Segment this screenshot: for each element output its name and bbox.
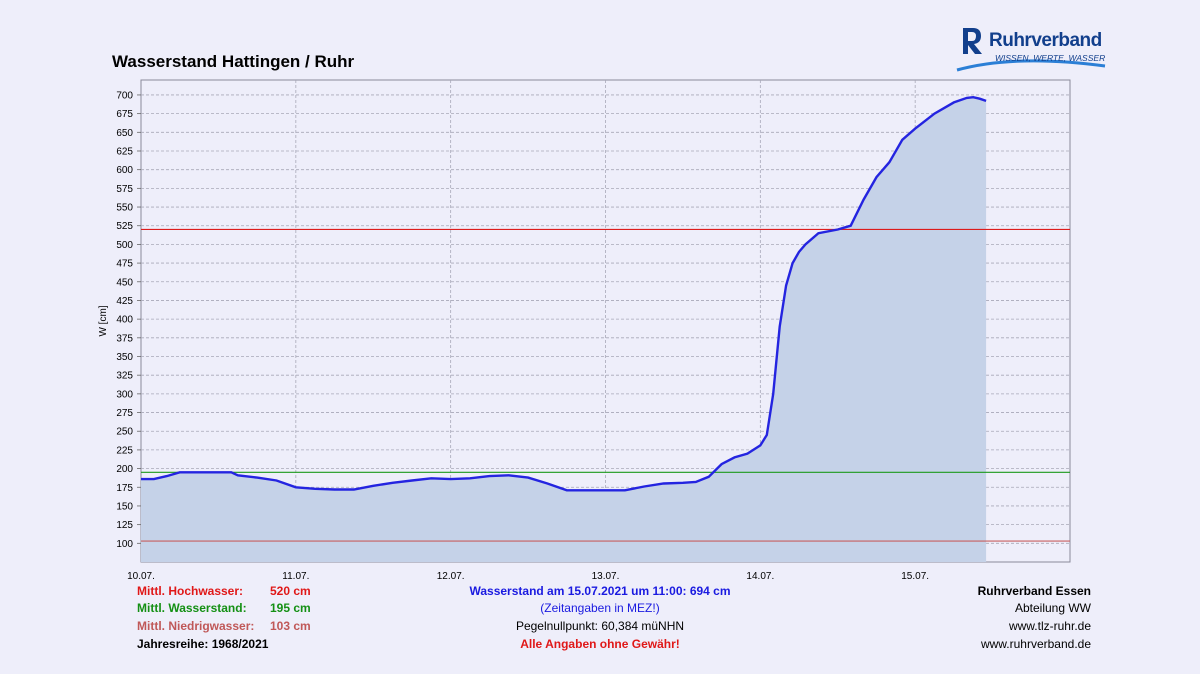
y-tick-label: 275	[116, 408, 133, 419]
y-tick-label: 450	[116, 277, 133, 288]
y-tick-label: 700	[116, 90, 133, 101]
x-tick-label: 12.07.	[437, 571, 465, 582]
y-tick-label: 500	[116, 240, 133, 251]
x-tick-label: 15.07.	[901, 571, 929, 582]
y-tick-label: 600	[116, 165, 133, 176]
x-tick-label: 10.07.	[127, 571, 155, 582]
mw-label: Mittl. Wasserstand:	[137, 601, 247, 615]
x-tick-label: 13.07.	[592, 571, 620, 582]
y-tick-label: 675	[116, 109, 133, 120]
gauge-zero: Pegelnullpunkt: 60,384 müNHN	[515, 619, 685, 633]
link-tlz-ruhr[interactable]: www.tlz-ruhr.de	[1008, 619, 1091, 633]
y-tick-label: 400	[116, 315, 133, 326]
logo-text: Ruhrverband	[989, 30, 1102, 51]
y-tick-label: 625	[116, 146, 133, 157]
y-tick-label: 225	[116, 445, 133, 456]
y-tick-label: 325	[116, 371, 133, 382]
x-tick-label: 14.07.	[746, 571, 774, 582]
ruhrverband-logo: Ruhrverband WISSEN, WERTE, WASSER	[955, 24, 1110, 74]
x-axis-ticks: 10.07. 11.07. 12.07. 13.07. 14.07. 15.07.	[127, 571, 929, 582]
hw-value: 520 cm	[270, 584, 311, 598]
hw-label: Mittl. Hochwasser:	[137, 584, 244, 598]
y-tick-label: 650	[116, 128, 133, 139]
reference-lines	[141, 228, 1070, 542]
y-tick-label: 100	[116, 539, 133, 550]
y-axis-ticks: 100 125 150 175 200 225 250 275 300 325 350 375 400 4…	[116, 90, 141, 550]
org-name: Ruhrverband Essen	[977, 584, 1091, 598]
period: Jahresreihe: 1968/2021	[137, 637, 269, 651]
y-tick-label: 475	[116, 259, 133, 270]
mw-value: 195 cm	[270, 601, 311, 615]
y-tick-label: 425	[116, 296, 133, 307]
y-tick-label: 525	[116, 221, 133, 232]
y-tick-label: 550	[116, 203, 133, 214]
y-tick-label: 125	[116, 520, 133, 531]
series-line	[141, 95, 987, 492]
x-tick-label: 11.07.	[282, 571, 309, 582]
nw-label: Mittl. Niedrigwasser:	[137, 619, 255, 633]
series-area	[141, 97, 987, 562]
y-tick-label: 375	[116, 333, 133, 344]
current-level: Wasserstand am 15.07.2021 um 11:00: 694 …	[469, 584, 731, 598]
y-tick-label: 200	[116, 464, 133, 475]
department: Abteilung WW	[1014, 601, 1091, 615]
chart-title: Wasserstand Hattingen / Ruhr	[112, 52, 355, 71]
water-level-chart: 100 125 150 175 200 225 250 275 300 325 350 375 400 4…	[98, 79, 1071, 582]
y-tick-label: 300	[116, 389, 133, 400]
logo-tagline: WISSEN, WERTE, WASSER	[995, 53, 1106, 63]
y-tick-label: 175	[116, 483, 133, 494]
nw-value: 103 cm	[270, 619, 311, 633]
link-ruhrverband[interactable]: www.ruhrverband.de	[980, 637, 1091, 651]
y-axis-label: W [cm]	[98, 305, 109, 336]
disclaimer: Alle Angaben ohne Gewähr!	[520, 637, 680, 651]
y-tick-label: 150	[116, 501, 133, 512]
ruhrverband-logo-icon	[956, 28, 1106, 72]
y-tick-label: 575	[116, 184, 133, 195]
y-tick-label: 250	[116, 427, 133, 438]
y-tick-label: 350	[116, 352, 133, 363]
time-note: (Zeitangaben in MEZ!)	[540, 601, 660, 615]
